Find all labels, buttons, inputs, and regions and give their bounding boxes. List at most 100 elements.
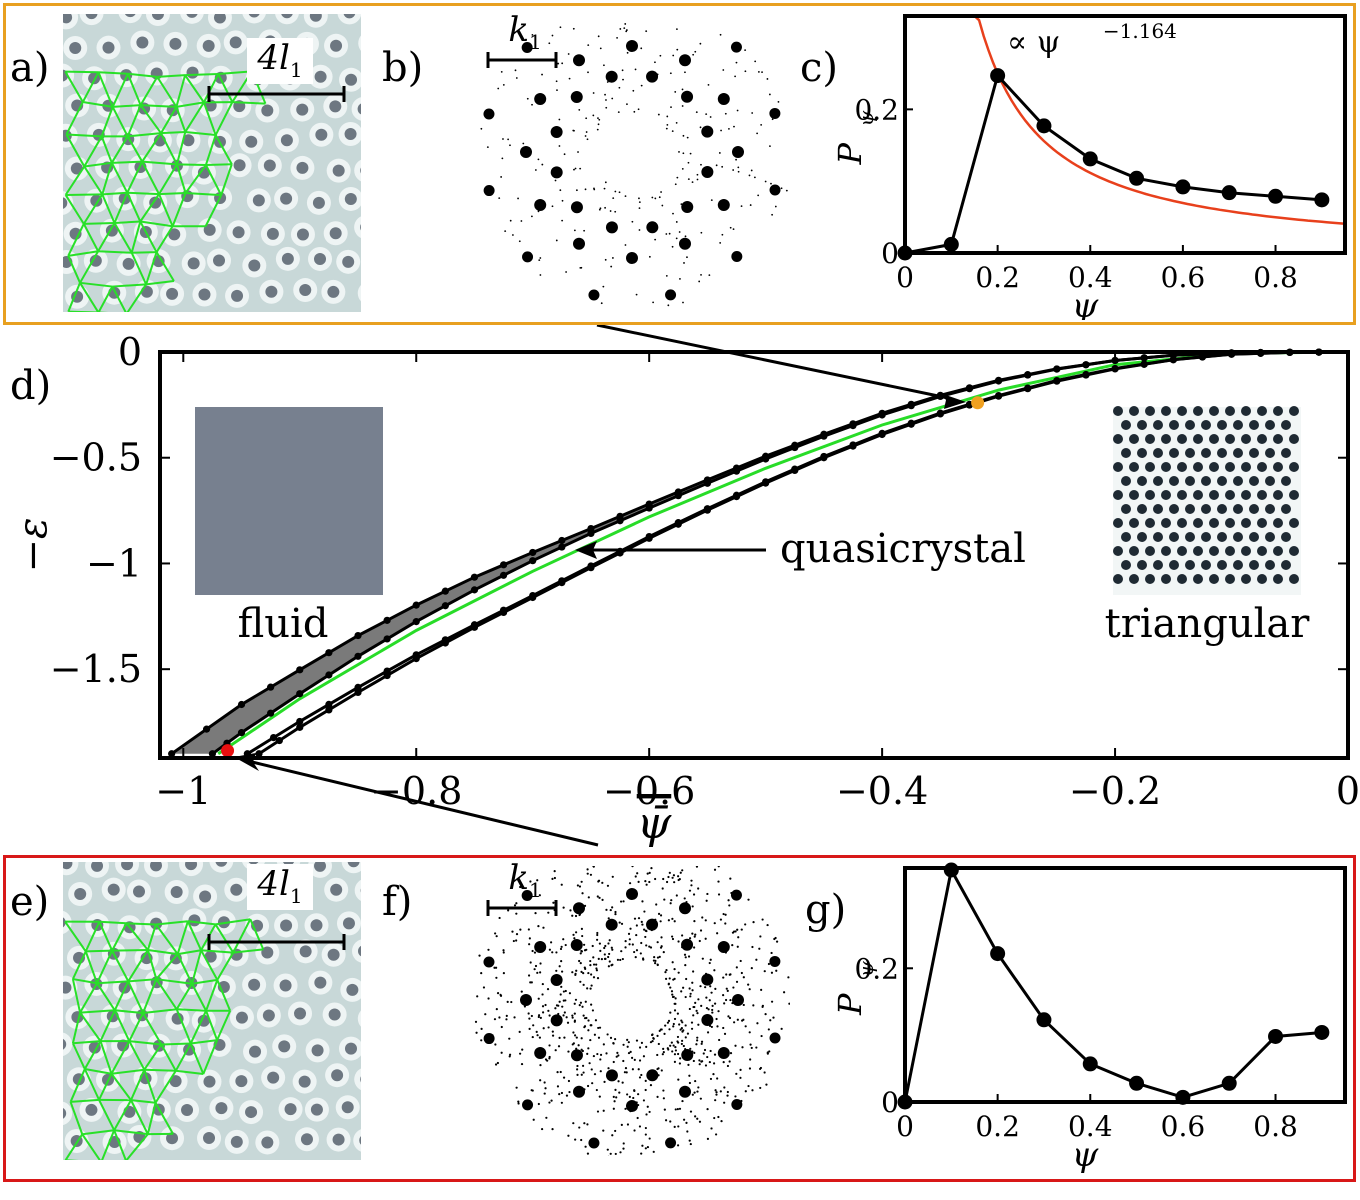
diffraction-pattern-f (474, 866, 790, 1156)
boundary-point-2-1-1 (325, 700, 333, 708)
chart-c-point-2 (990, 68, 1006, 84)
chart-g-ylabel-sub: ψ (854, 961, 878, 977)
chart-c-xtick-label-3: 0.6 (1161, 261, 1206, 294)
orange-marker (971, 396, 985, 410)
chart-c-point-4 (1082, 151, 1098, 167)
boundary-point-1-7-1 (616, 517, 624, 525)
boundary-point-1-9-1 (732, 467, 741, 475)
arrow-top-arrowhead (940, 393, 966, 409)
fluid-inset-box (195, 407, 383, 595)
boundary-point-3-13-0 (994, 392, 1003, 400)
chart-g-point-1 (943, 862, 959, 878)
chart-g-point-9 (1314, 1024, 1330, 1040)
chart-g-point-5 (1129, 1075, 1145, 1091)
chart-c-ytick-label-1: 0.2 (854, 93, 899, 126)
chart-c: 00.20.40.60.800.2ψPψ∝ ψ−1.164 (835, 14, 1347, 320)
top-panel-frame (3, 3, 1356, 325)
power-law-annotation: ∝ ψ (1007, 25, 1060, 60)
boundary-point-3-1-0 (296, 723, 304, 731)
chart-c-point-8 (1268, 188, 1284, 204)
boundary-point-0-1-0 (237, 700, 246, 709)
boundary-point-3-8-1 (732, 493, 741, 501)
chart-g-xlabel: ψ (1072, 1135, 1099, 1175)
chart-g-ytick-label-0: 0 (881, 1086, 899, 1119)
boundary-point-1-11-1 (849, 421, 857, 430)
boundary-point-1-10-1 (791, 443, 799, 452)
boundary-point-3-8-0 (703, 506, 712, 514)
boundary-point-1-2-1 (325, 671, 333, 679)
boundary-point-1-6-0 (529, 557, 537, 565)
boundary-point-1-1-0 (237, 729, 246, 737)
power-law-exponent: −1.164 (1103, 19, 1177, 43)
chart-d-ytick-label-3: −1.5 (50, 647, 142, 691)
boundary-point-3-11-1 (907, 420, 915, 428)
chart-c-axes-frame (903, 14, 1347, 255)
boundary-point-3-3-1 (441, 639, 449, 647)
boundary-point-3-2-0 (354, 688, 362, 697)
quasicrystal-arrowhead (575, 541, 597, 559)
boundary-point-3-16-1 (1198, 353, 1207, 361)
boundary-point-3-5-0 (529, 593, 537, 602)
boundary-point-0-4-1 (441, 587, 449, 595)
quasicrystal-density-image-a (63, 14, 361, 312)
boundary-point-0-1-1 (267, 683, 275, 691)
boundary-point-1-5-0 (470, 586, 479, 594)
chart-c-xtick-label-1: 0.2 (975, 261, 1020, 294)
red-marker (221, 744, 235, 758)
scale-bar-a (207, 86, 346, 102)
scale-label-k1-b: k1 (508, 10, 542, 54)
boundary-point-0-2-0 (296, 666, 304, 674)
boundary-point-0-4-0 (412, 601, 420, 609)
arrow-bottom-arrowhead (234, 753, 259, 771)
chart-g-point-2 (990, 946, 1006, 962)
boundary-point-3-10-1 (849, 442, 857, 450)
panel-label-g: g) (805, 887, 847, 933)
boundary-point-1-9-0 (703, 479, 712, 487)
chart-g-xtick-label-1: 0.2 (975, 1110, 1020, 1143)
chart-g-point-4 (1082, 1056, 1098, 1072)
boundary-point-3-14-1 (1082, 371, 1090, 379)
chart-d-axes-frame (158, 350, 1350, 760)
chart-g-ytick-label-1: 0.2 (854, 952, 899, 985)
chart-g-axes-frame (903, 866, 1347, 1104)
triangular-inset (1113, 406, 1301, 595)
panel-label-e: e) (10, 879, 50, 925)
chart-c-ytick-label-0: 0 (881, 237, 899, 270)
boundary-point-1-3-1 (383, 635, 391, 643)
boundary-point-3-15-0 (1111, 365, 1119, 373)
chart-g-xtick-label-2: 0.4 (1068, 1110, 1113, 1143)
boundary-point-3-2-1 (383, 671, 391, 680)
chart-c-point-7 (1221, 185, 1237, 201)
boundary-point-0-0-1 (202, 725, 211, 733)
boundary-point-3-0-1 (275, 736, 283, 745)
chart-c-ylabel-sub: ψ (854, 111, 878, 127)
chart-g-point-7 (1221, 1075, 1237, 1091)
panel-label-d: d) (10, 363, 52, 409)
chart-c-point-9 (1314, 192, 1330, 208)
boundary-point-3-4-0 (470, 623, 479, 631)
boundary-point-3-15-1 (1140, 360, 1148, 368)
boundary-point-2-1-0 (296, 717, 304, 726)
boundary-point-3-5-1 (558, 578, 566, 587)
chart-c-xtick-label-4: 0.8 (1253, 261, 1298, 294)
boundary-point-1-1-1 (267, 709, 275, 717)
boundary-point-1-12-0 (878, 411, 886, 419)
chart-c-point-3 (1036, 118, 1052, 134)
fluid-label: fluid (238, 601, 329, 647)
boundary-point-1-6-1 (558, 543, 566, 551)
boundary-point-3-7-1 (674, 520, 682, 528)
boundary-point-1-0-0 (208, 750, 217, 758)
chart-g-xtick-label-4: 0.8 (1253, 1110, 1298, 1143)
chart-g-data-line (903, 865, 1322, 1103)
scale-label-4l1-a: 4l1 (247, 38, 313, 84)
panel-label-f: f) (382, 879, 413, 925)
panel-label-a: a) (10, 45, 50, 91)
chart-d-xtick-label-2: −0.6 (603, 769, 695, 813)
boundary-point-3-12-0 (936, 410, 944, 418)
chart-g-point-3 (1036, 1012, 1052, 1028)
boundary-point-1-12-1 (907, 402, 915, 410)
boundary-point-3-16-0 (1169, 356, 1177, 364)
boundary-point-0-3-1 (383, 616, 391, 624)
triangular-label: triangular (1105, 601, 1311, 647)
chart-c-point-1 (943, 236, 959, 252)
